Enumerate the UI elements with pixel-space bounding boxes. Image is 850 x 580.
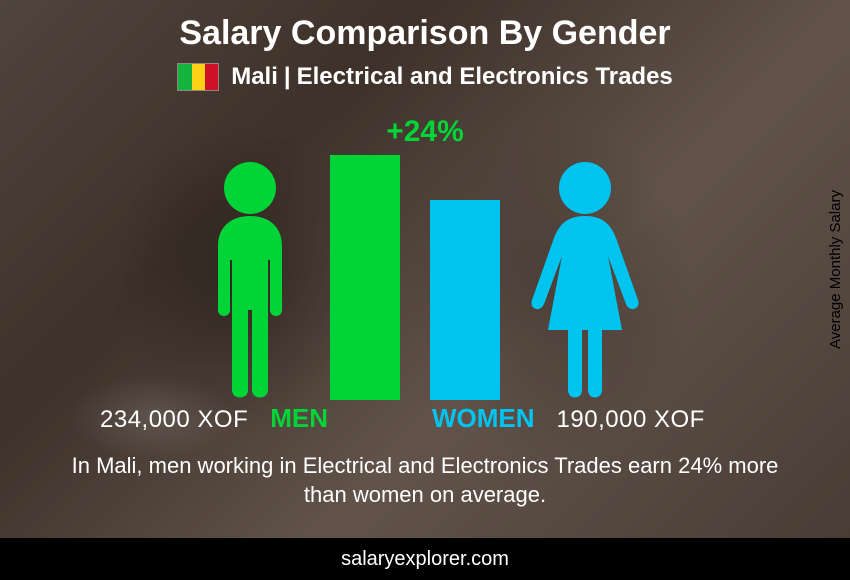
men-label: MEN — [270, 403, 328, 434]
percent-diff-label: +24% — [386, 115, 464, 149]
side-label: Average Monthly Salary — [827, 190, 844, 349]
chart-area: +24% 234,000 XOF MEN WOMEN 190, — [0, 110, 850, 440]
women-salary: 190,000 XOF — [557, 406, 705, 434]
men-bar — [330, 155, 400, 400]
woman-icon — [520, 160, 650, 400]
caption-text: In Mali, men working in Electrical and E… — [50, 451, 800, 510]
men-salary: 234,000 XOF — [100, 406, 248, 434]
subtitle-row: Mali | Electrical and Electronics Trades — [0, 63, 850, 91]
category-label: Electrical and Electronics Trades — [297, 63, 673, 91]
main-title: Salary Comparison By Gender — [0, 0, 850, 53]
women-label-row: WOMEN 190,000 XOF — [432, 403, 705, 434]
man-icon — [190, 160, 310, 400]
women-bar — [430, 200, 500, 400]
side-label-wrap: Average Monthly Salary — [820, 0, 850, 538]
women-label: WOMEN — [432, 403, 535, 434]
country-label: Mali — [231, 63, 278, 91]
content-layer: Salary Comparison By Gender Mali | Elect… — [0, 0, 850, 580]
men-label-row: 234,000 XOF MEN — [100, 403, 328, 434]
footer-source: salaryexplorer.com — [0, 538, 850, 580]
flag-icon — [177, 63, 219, 91]
separator: | — [284, 63, 291, 91]
